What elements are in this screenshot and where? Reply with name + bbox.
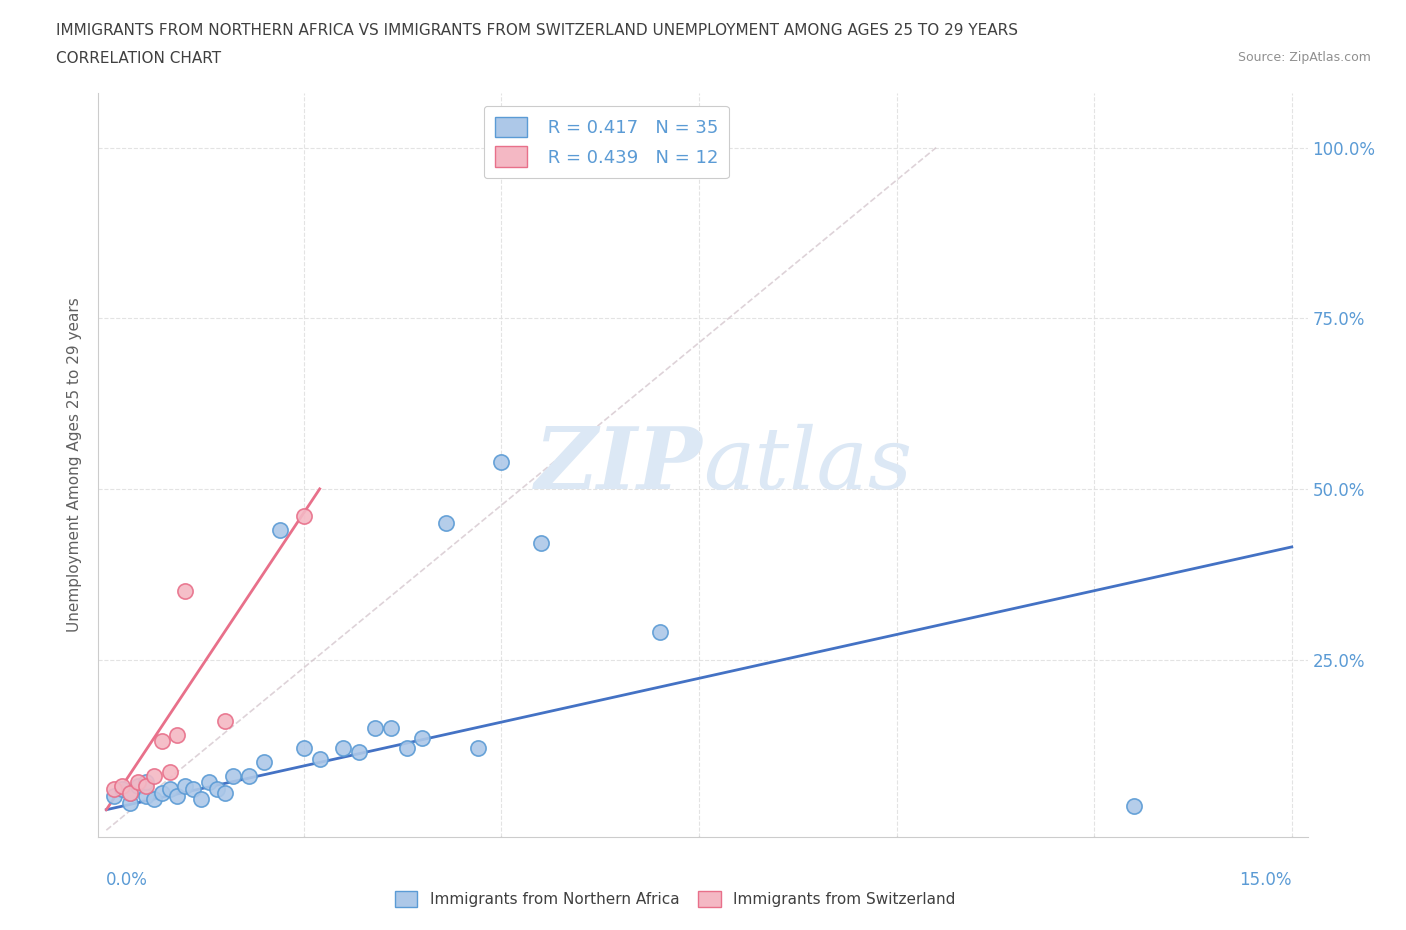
- Text: IMMIGRANTS FROM NORTHERN AFRICA VS IMMIGRANTS FROM SWITZERLAND UNEMPLOYMENT AMON: IMMIGRANTS FROM NORTHERN AFRICA VS IMMIG…: [56, 23, 1018, 38]
- Point: [174, 584, 197, 599]
- Legend:  R = 0.417   N = 35,  R = 0.439   N = 12: R = 0.417 N = 35, R = 0.439 N = 12: [484, 106, 728, 179]
- Point: [142, 768, 165, 783]
- Point: [103, 789, 125, 804]
- Point: [269, 523, 291, 538]
- Point: [103, 782, 125, 797]
- Point: [491, 454, 513, 469]
- Point: [166, 727, 188, 742]
- Point: [150, 785, 173, 800]
- Point: [118, 785, 141, 800]
- Point: [198, 775, 221, 790]
- Point: [118, 785, 141, 800]
- Point: [1122, 799, 1144, 814]
- Point: [648, 625, 671, 640]
- Point: [135, 789, 157, 804]
- Point: [205, 782, 228, 797]
- Point: [214, 713, 236, 728]
- Point: [174, 778, 197, 793]
- Point: [364, 721, 387, 736]
- Point: [380, 721, 402, 736]
- Point: [434, 515, 457, 530]
- Point: [214, 785, 236, 800]
- Text: Source: ZipAtlas.com: Source: ZipAtlas.com: [1237, 51, 1371, 64]
- Point: [135, 775, 157, 790]
- Text: CORRELATION CHART: CORRELATION CHART: [56, 51, 221, 66]
- Point: [181, 782, 204, 797]
- Point: [142, 792, 165, 807]
- Point: [253, 754, 276, 769]
- Text: ZIP: ZIP: [536, 423, 703, 507]
- Point: [308, 751, 330, 766]
- Point: [150, 734, 173, 749]
- Point: [111, 778, 134, 793]
- Point: [332, 741, 354, 756]
- Text: 0.0%: 0.0%: [107, 871, 148, 889]
- Text: atlas: atlas: [703, 424, 912, 506]
- Point: [222, 768, 245, 783]
- Point: [159, 782, 181, 797]
- Point: [127, 778, 149, 793]
- Point: [127, 775, 149, 790]
- Point: [411, 731, 433, 746]
- Point: [159, 764, 181, 779]
- Point: [347, 744, 370, 759]
- Point: [238, 768, 260, 783]
- Point: [135, 778, 157, 793]
- Point: [190, 792, 212, 807]
- Y-axis label: Unemployment Among Ages 25 to 29 years: Unemployment Among Ages 25 to 29 years: [67, 298, 83, 632]
- Point: [118, 795, 141, 810]
- Legend: Immigrants from Northern Africa, Immigrants from Switzerland: Immigrants from Northern Africa, Immigra…: [388, 884, 962, 913]
- Point: [166, 789, 188, 804]
- Text: 15.0%: 15.0%: [1239, 871, 1292, 889]
- Point: [395, 741, 418, 756]
- Point: [292, 741, 315, 756]
- Point: [467, 741, 489, 756]
- Point: [530, 536, 553, 551]
- Point: [292, 509, 315, 524]
- Point: [111, 782, 134, 797]
